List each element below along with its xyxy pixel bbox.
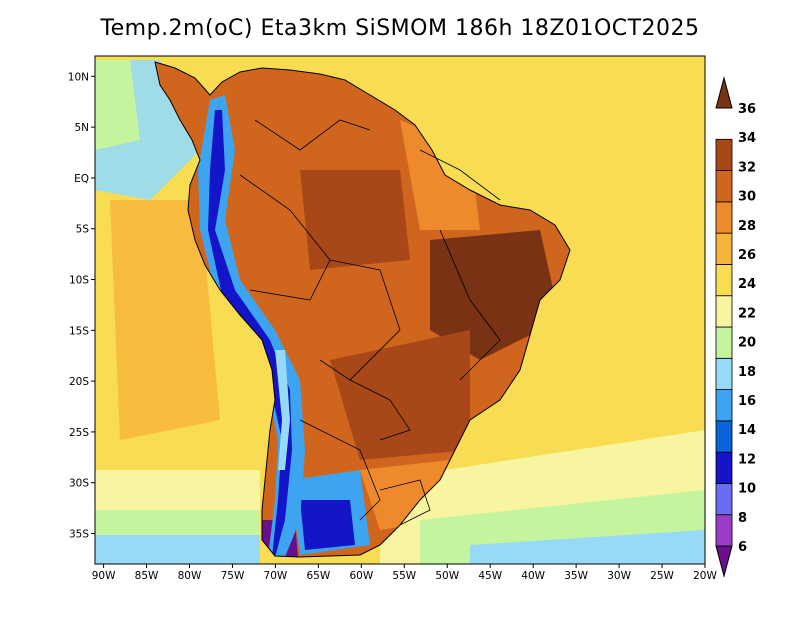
colorbar-segment bbox=[715, 483, 733, 516]
colorbar-segment bbox=[715, 295, 733, 328]
colorbar-label: 10 bbox=[738, 482, 756, 497]
colorbar-label: 16 bbox=[738, 394, 756, 409]
colorbar-segment bbox=[715, 389, 733, 422]
country-borders bbox=[239, 119, 501, 526]
border-colombia-venezuela bbox=[254, 119, 371, 151]
ocean-atlantic bbox=[440, 60, 660, 300]
colorbar-label: 20 bbox=[738, 336, 756, 351]
colorbar-label: 8 bbox=[738, 511, 747, 526]
colorbar-segment bbox=[715, 326, 733, 359]
colorbar-label: 28 bbox=[738, 219, 756, 234]
lon-tick-label: 35W bbox=[564, 570, 588, 582]
colorbar-label: 14 bbox=[738, 423, 756, 438]
colorbar-label: 24 bbox=[738, 277, 756, 292]
border-bolivia bbox=[319, 259, 401, 381]
lat-tick-label: 20S bbox=[69, 376, 89, 388]
lat-tick-label: 35S bbox=[69, 529, 89, 541]
border-paraguay bbox=[349, 379, 411, 441]
lat-tick-label: 5S bbox=[76, 224, 90, 236]
ocean-cool-sw3 bbox=[95, 535, 260, 564]
lat-tick-label: 15S bbox=[69, 325, 89, 337]
lon-tick-label: 75W bbox=[221, 570, 245, 582]
lat-tick-label: 5N bbox=[74, 122, 89, 134]
colorbar-segment bbox=[715, 357, 733, 390]
colorbar-label: 22 bbox=[738, 306, 756, 321]
lon-tick-label: 40W bbox=[521, 570, 545, 582]
lon-tick-label: 80W bbox=[178, 570, 202, 582]
cold-patagonia bbox=[300, 500, 355, 550]
border-uruguay bbox=[379, 479, 431, 526]
lon-tick-label: 85W bbox=[135, 570, 159, 582]
colorbar: 36 34 32 30 28 26 24 22 20 18 16 14 12 10 8 6 bbox=[715, 76, 756, 578]
colorbar-label: 26 bbox=[738, 248, 756, 263]
lon-tick-label: 65W bbox=[307, 570, 331, 582]
longitude-axis: 90W 85W 80W 75W 70W 65W 60W 55W 50W 45W 40W 35W 30W 2… bbox=[92, 564, 717, 582]
colorbar-segment bbox=[715, 201, 733, 234]
colorbar-label: 34 bbox=[738, 131, 756, 146]
lon-tick-label: 90W bbox=[92, 570, 116, 582]
colorbar-segment bbox=[715, 232, 733, 265]
colorbar-label: 36 bbox=[738, 102, 756, 117]
colorbar-bottom-arrow bbox=[715, 545, 733, 578]
lat-tick-label: 30S bbox=[69, 478, 89, 490]
map-frame bbox=[94, 55, 706, 565]
lon-tick-label: 55W bbox=[392, 570, 416, 582]
colorbar-segment bbox=[715, 264, 733, 297]
ocean-warm-pacific bbox=[110, 200, 220, 440]
colorbar-segment bbox=[715, 420, 733, 453]
colorbar-label: 30 bbox=[738, 190, 756, 205]
colorbar-segment bbox=[715, 451, 733, 484]
ocean-cool-se3 bbox=[470, 530, 705, 564]
colorbar-segment bbox=[715, 138, 733, 171]
colorbar-label: 18 bbox=[738, 365, 756, 380]
colorbar-segment bbox=[715, 170, 733, 203]
hot-core-amazon bbox=[300, 170, 410, 270]
colorbar-label: 6 bbox=[738, 540, 747, 555]
lat-tick-label: EQ bbox=[74, 173, 89, 185]
lat-tick-label: 25S bbox=[69, 427, 89, 439]
border-brazil-states bbox=[439, 229, 501, 381]
lon-tick-label: 50W bbox=[435, 570, 459, 582]
latitude-axis: 10N 5N EQ 5S 10S 15S 20S 25S 30S 35S bbox=[68, 71, 95, 541]
lat-tick-label: 10N bbox=[68, 71, 89, 83]
colorbar-top-arrow bbox=[715, 76, 733, 109]
border-guianas bbox=[419, 149, 501, 201]
lon-tick-label: 60W bbox=[349, 570, 373, 582]
map-title: Temp.2m(oC) Eta3km SiSMOM 186h 18Z01OCT2… bbox=[100, 16, 700, 41]
lon-tick-label: 20W bbox=[693, 570, 717, 582]
ocean-cool-nw2 bbox=[95, 60, 140, 150]
atacama-band bbox=[275, 350, 290, 470]
colorbar-label: 12 bbox=[738, 452, 756, 467]
colorbar-segment bbox=[715, 514, 733, 547]
lon-tick-label: 45W bbox=[478, 570, 502, 582]
lon-tick-label: 25W bbox=[650, 570, 674, 582]
lon-tick-label: 70W bbox=[264, 570, 288, 582]
lon-tick-label: 30W bbox=[607, 570, 631, 582]
hot-core-chaco bbox=[330, 330, 470, 460]
colorbar-label: 32 bbox=[738, 160, 756, 175]
border-argentina bbox=[299, 419, 381, 521]
hot-core-cerrado bbox=[430, 230, 560, 360]
lat-tick-label: 10S bbox=[69, 275, 89, 287]
